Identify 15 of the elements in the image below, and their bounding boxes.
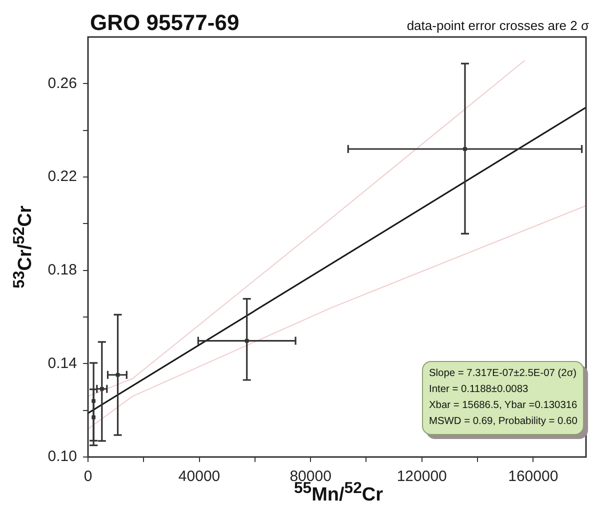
annotation: MSWD = 0.69, Probability = 0.60 (429, 415, 578, 429)
x-tick-label: 0 (84, 468, 92, 486)
annotation: Inter = 0.1188±0.0083 (429, 383, 530, 397)
chart-title: GRO 95577-69 (90, 10, 240, 36)
text: data-point error crosses are 2 σ (406, 18, 589, 33)
y-tick-label: 0.10 (48, 448, 77, 466)
x-tick-label: 160000 (508, 468, 558, 486)
y-tick-label: 0.26 (48, 74, 77, 92)
y-tick-label: 0.22 (48, 168, 77, 186)
annotation: Slope = 7.317E-07±2.5E-07 (2σ) (429, 367, 578, 381)
x-tick-label: 120000 (396, 468, 447, 486)
y-tick-label: 0.14 (48, 354, 77, 372)
annotation: Xbar = 15686.5, Ybar =0.130316 (429, 399, 578, 413)
x-tick-label: 40000 (178, 468, 220, 486)
y-tick-label: 0.18 (48, 261, 77, 278)
